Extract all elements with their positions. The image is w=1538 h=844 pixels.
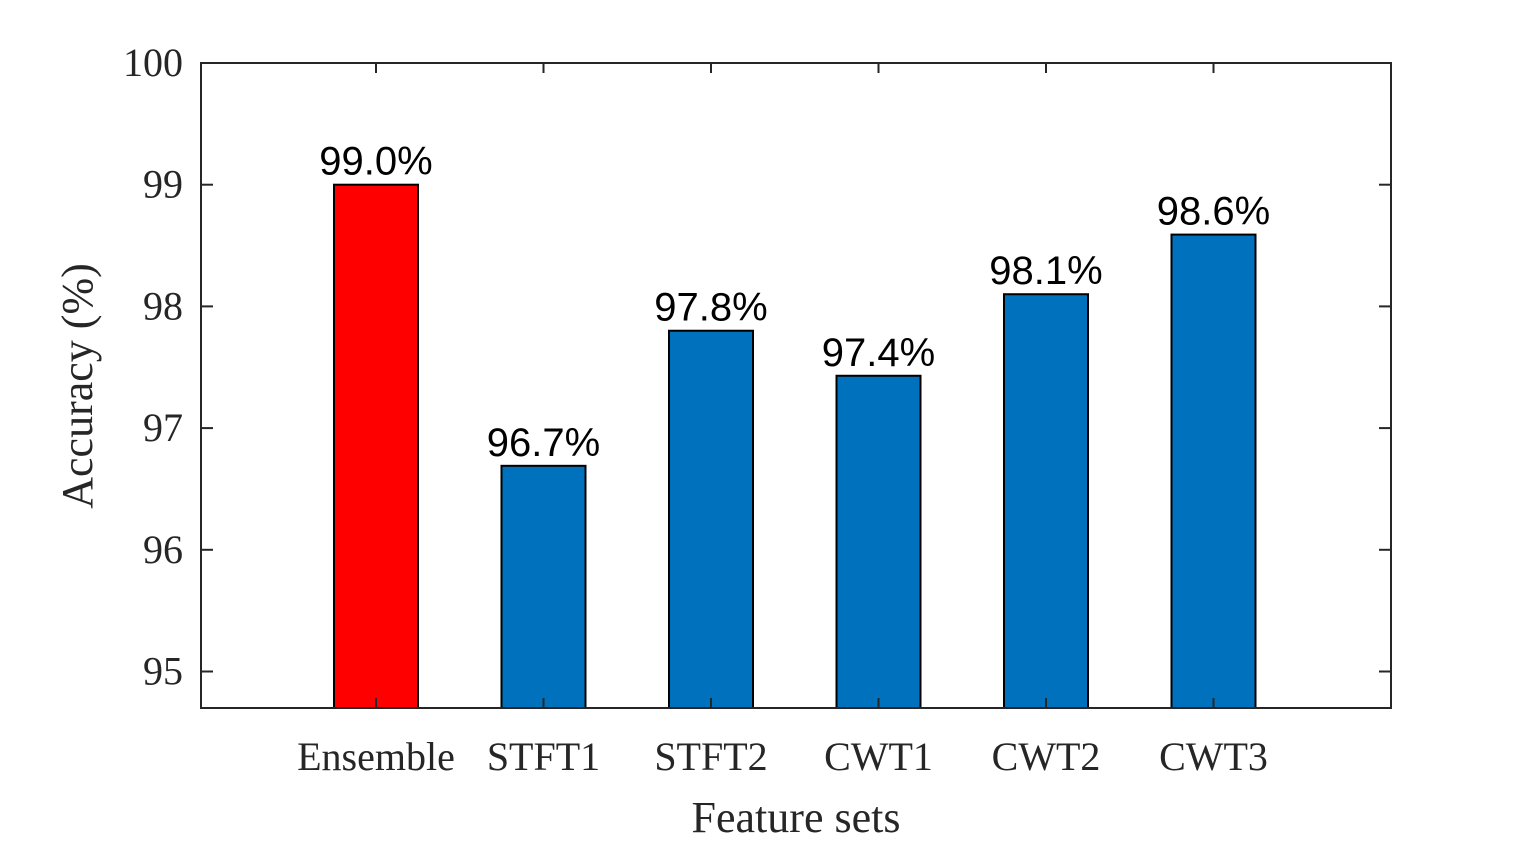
bar-cwt3 xyxy=(1170,233,1257,710)
data-label-stft1: 96.7% xyxy=(487,421,600,465)
y-tick-label-96: 96 xyxy=(143,527,183,572)
x-tick-label-cwt2: CWT2 xyxy=(992,734,1101,779)
x-tick-label-ensemble: Ensemble xyxy=(297,734,455,779)
bar-cwt2 xyxy=(1003,293,1089,709)
y-tick-labels: 95 96 97 98 99 100 xyxy=(123,40,183,693)
x-axis-title: Feature sets xyxy=(692,793,901,842)
x-tick-label-cwt1: CWT1 xyxy=(824,734,933,779)
data-label-cwt1: 97.4% xyxy=(822,331,935,375)
y-tick-label-100: 100 xyxy=(123,40,183,85)
y-tick-label-95: 95 xyxy=(143,648,183,693)
y-tick-label-99: 99 xyxy=(143,162,183,207)
x-tick-labels: Ensemble STFT1 STFT2 CWT1 CWT2 CWT3 xyxy=(297,734,1268,779)
bar-stft2 xyxy=(668,329,754,709)
x-tick-label-stft2: STFT2 xyxy=(654,734,767,779)
y-axis-title: Accuracy (%) xyxy=(53,263,102,509)
bar-cwt1 xyxy=(835,374,922,709)
y-tick-label-98: 98 xyxy=(143,283,183,328)
data-label-ensemble: 99.0% xyxy=(319,140,432,184)
data-label-cwt2: 98.1% xyxy=(989,249,1102,293)
x-tick-label-stft1: STFT1 xyxy=(487,734,600,779)
bar-ensemble xyxy=(333,183,419,709)
bars-group xyxy=(333,183,1257,710)
data-label-stft2: 97.8% xyxy=(654,286,767,330)
data-labels: 99.0% 96.7% 97.8% 97.4% 98.1% 98.6% xyxy=(319,140,1270,465)
data-label-cwt3: 98.6% xyxy=(1157,190,1270,234)
x-tick-label-cwt3: CWT3 xyxy=(1159,734,1268,779)
bar-stft1 xyxy=(500,464,587,709)
y-tick-label-97: 97 xyxy=(143,405,183,450)
plot-frame xyxy=(200,62,1392,709)
